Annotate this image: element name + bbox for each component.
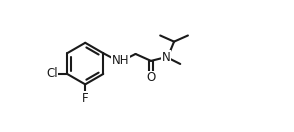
Text: N: N [162,51,171,63]
Text: F: F [82,92,88,105]
Text: O: O [146,71,156,84]
Text: NH: NH [111,54,129,67]
Text: Cl: Cl [46,67,58,81]
